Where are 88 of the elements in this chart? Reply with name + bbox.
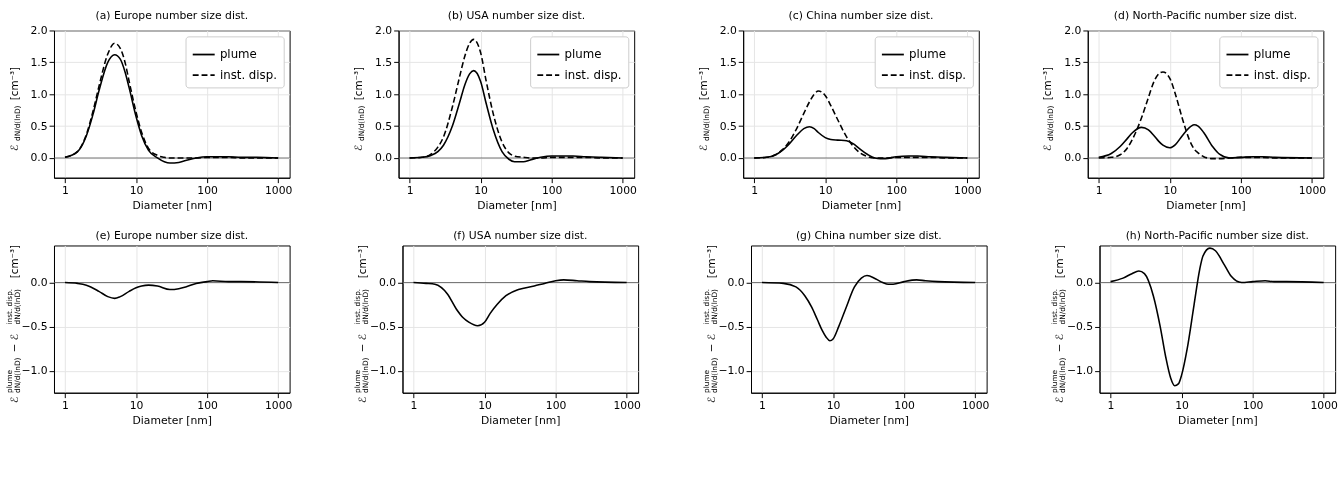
x-tick-label: 10 [129, 183, 144, 197]
x-tick-label: 1 [406, 183, 414, 197]
x-axis-title: Diameter [nm] [132, 413, 213, 427]
x-tick-label: 10 [818, 183, 833, 197]
y-tick-label: −1.0 [21, 364, 48, 378]
y-tick-label: 2.0 [375, 23, 393, 37]
x-tick-label: 1000 [613, 398, 642, 412]
y-tick-label: 0.0 [727, 275, 745, 289]
x-tick-label: 100 [545, 398, 567, 412]
x-tick-label: 10 [129, 398, 144, 412]
x-tick-label: 1000 [1310, 398, 1339, 412]
chart-title: (g) China number size dist. [795, 228, 942, 242]
chart-title: (b) USA number size dist. [447, 8, 586, 22]
chart-title: (c) China number size dist. [788, 8, 934, 22]
y-tick-label: 0.0 [378, 275, 397, 289]
y-tick-label: −1.0 [1066, 364, 1094, 378]
legend-label: inst. disp. [564, 68, 622, 83]
y-tick-label: 0.5 [719, 119, 737, 133]
legend-label: plume [219, 47, 257, 62]
x-tick-label: 100 [1242, 398, 1264, 412]
legend-label: plume [1253, 47, 1291, 62]
x-tick-label: 1 [62, 398, 69, 412]
y-tick-label: 1.0 [375, 87, 393, 101]
x-tick-label: 10 [1163, 183, 1178, 197]
y-tick-label: 2.0 [719, 23, 737, 37]
y-tick-label: 0.0 [30, 275, 48, 289]
y-tick-label: 0.0 [30, 151, 48, 165]
x-axis-title: Diameter [nm] [477, 198, 557, 212]
chart-title: (h) North-Pacific number size dist. [1125, 228, 1310, 242]
y-tick-label: 1.5 [1064, 55, 1082, 69]
x-tick-label: 1 [1095, 183, 1103, 197]
y-tick-label: −0.5 [21, 320, 48, 334]
x-axis-title: Diameter [nm] [1166, 198, 1246, 212]
x-tick-label: 1000 [954, 183, 982, 197]
y-tick-label: 0.0 [719, 151, 737, 165]
y-tick-label: 0.5 [375, 119, 393, 133]
x-tick-label: 1000 [264, 183, 293, 197]
y-tick-label: 0.0 [1064, 151, 1082, 165]
x-tick-label: 100 [197, 183, 219, 197]
chart-title: (e) Europe number size dist. [95, 228, 249, 242]
x-tick-label: 1 [1107, 398, 1115, 412]
y-tick-label: −0.5 [369, 320, 397, 334]
y-tick-label: −0.5 [718, 320, 745, 334]
y-tick-label: 1.5 [375, 55, 393, 69]
legend-label: plume [564, 47, 602, 62]
y-tick-label: 0.5 [30, 119, 48, 133]
x-tick-label: 1 [410, 398, 418, 412]
x-axis-title: Diameter [nm] [829, 413, 910, 427]
x-tick-label: 100 [541, 183, 563, 197]
legend-label: inst. disp. [1253, 68, 1311, 83]
x-tick-label: 1000 [609, 183, 638, 197]
x-tick-label: 1 [62, 183, 69, 197]
x-tick-label: 10 [826, 398, 841, 412]
y-tick-label: 1.5 [30, 55, 48, 69]
x-tick-label: 100 [1231, 183, 1252, 197]
y-tick-label: 2.0 [30, 23, 48, 37]
y-tick-label: −0.5 [1066, 320, 1094, 334]
y-tick-label: 1.0 [719, 87, 737, 101]
x-axis-title: Diameter [nm] [821, 198, 902, 212]
x-tick-label: 1 [751, 183, 759, 197]
x-axis-title: Diameter [nm] [132, 198, 213, 212]
x-tick-label: 100 [894, 398, 916, 412]
x-tick-label: 10 [474, 183, 489, 197]
x-tick-label: 1000 [264, 398, 293, 412]
x-tick-label: 100 [197, 398, 219, 412]
y-tick-label: 1.0 [1064, 87, 1082, 101]
x-axis-title: Diameter [nm] [481, 413, 561, 427]
legend-label: inst. disp. [909, 68, 967, 83]
y-tick-label: −1.0 [369, 364, 397, 378]
y-tick-label: 2.0 [1064, 23, 1082, 37]
y-tick-label: 0.5 [1064, 119, 1082, 133]
y-tick-label: 0.0 [375, 151, 393, 165]
y-tick-label: −1.0 [718, 364, 745, 378]
x-tick-label: 10 [478, 398, 493, 412]
chart-title: (d) North-Pacific number size dist. [1113, 8, 1298, 22]
x-tick-label: 10 [1175, 398, 1190, 412]
x-axis-title: Diameter [nm] [1178, 413, 1258, 427]
legend-label: plume [909, 47, 946, 62]
chart-title: (a) Europe number size dist. [95, 8, 249, 22]
x-tick-label: 100 [886, 183, 908, 197]
y-tick-label: 1.5 [719, 55, 737, 69]
legend-label: inst. disp. [219, 68, 277, 83]
chart-title: (f) USA number size dist. [453, 228, 588, 242]
x-tick-label: 1000 [1298, 183, 1327, 197]
x-tick-label: 1 [759, 398, 766, 412]
x-tick-label: 1000 [961, 398, 990, 412]
y-tick-label: 1.0 [30, 87, 48, 101]
y-tick-label: 0.0 [1075, 275, 1094, 289]
